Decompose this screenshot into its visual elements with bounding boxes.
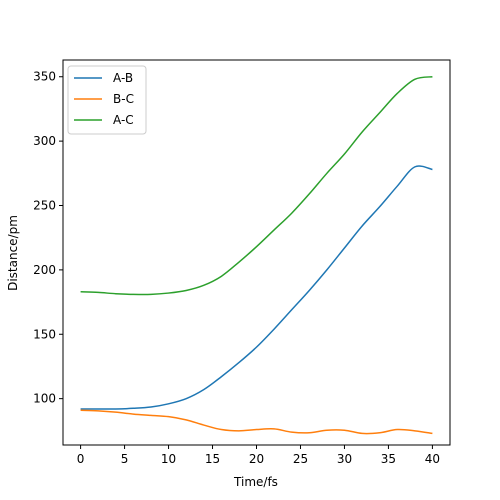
x-tick-label: 35	[381, 452, 396, 466]
y-tick-label: 300	[33, 134, 56, 148]
y-tick-label: 100	[33, 392, 56, 406]
series-line-a-b	[80, 165, 433, 410]
series-lines	[80, 75, 433, 435]
y-tick-label: 250	[33, 199, 56, 213]
y-tick-label: 150	[33, 327, 56, 341]
y-tick-label: 350	[33, 70, 56, 84]
x-tick-label: 20	[249, 452, 264, 466]
ticks-layer: 0 5 10 15 20 25 30 35 40 100 150 200 250 300 350	[33, 70, 440, 466]
y-axis-label: Distance/pm	[6, 215, 20, 291]
x-tick-label: 40	[425, 452, 440, 466]
series-line-a-c	[80, 75, 433, 296]
legend-box	[67, 65, 147, 135]
y-tick-label: 200	[33, 263, 56, 277]
legend-label-a-b: A-B	[113, 71, 133, 85]
x-axis-label: Time/fs	[233, 475, 278, 489]
x-tick-label: 5	[121, 452, 129, 466]
series-line-b-c	[80, 409, 433, 435]
plot-frame	[62, 59, 451, 446]
legend-label-a-c: A-C	[113, 113, 134, 127]
legend: A-B B-C A-C	[67, 65, 147, 135]
legend-items: A-B B-C A-C	[74, 71, 134, 127]
x-tick-label: 10	[161, 452, 176, 466]
legend-label-b-c: B-C	[113, 92, 134, 106]
x-tick-label: 0	[77, 452, 85, 466]
x-tick-label: 15	[205, 452, 220, 466]
x-tick-label: 30	[337, 452, 352, 466]
x-tick-label: 25	[293, 452, 308, 466]
